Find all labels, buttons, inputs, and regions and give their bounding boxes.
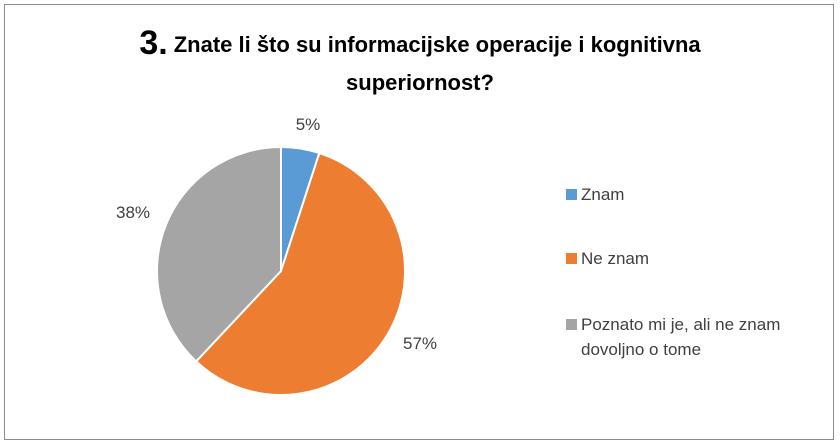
title-line-1: 3. Znate li što su informacijske operacij…	[0, 24, 840, 64]
pie-slices	[156, 145, 407, 396]
data-label-ne-znam: 57%	[403, 334, 437, 353]
slice-ne-znam	[194, 151, 407, 396]
title-line-2: superiornost?	[346, 70, 494, 95]
legend-item-znam: Znam	[566, 182, 821, 207]
legend-label-znam: Znam	[581, 185, 625, 204]
legend-label-poznato: Poznato mi je, ali ne znam dovoljno o to…	[581, 315, 781, 359]
legend-swatch-poznato	[566, 319, 577, 330]
data-label-znam: 5%	[296, 115, 321, 134]
question-number: 3.	[139, 24, 168, 62]
slice-poznato	[156, 145, 282, 363]
title-text-1: Znate li što su informacijske operacije …	[173, 32, 701, 57]
chart-frame	[4, 4, 834, 440]
data-label-poznato: 38%	[116, 203, 150, 222]
legend-item-ne-znam: Ne znam	[566, 246, 821, 271]
legend-swatch-znam	[566, 189, 577, 200]
pie-data-labels: 5% 57% 38%	[116, 115, 437, 353]
chart-title: 3. Znate li što su informacijske operacij…	[0, 24, 840, 102]
legend-label-ne-znam: Ne znam	[581, 249, 650, 268]
legend-item-poznato: Poznato mi je, ali ne znam dovoljno o to…	[566, 312, 821, 362]
legend-swatch-ne-znam	[566, 253, 577, 264]
